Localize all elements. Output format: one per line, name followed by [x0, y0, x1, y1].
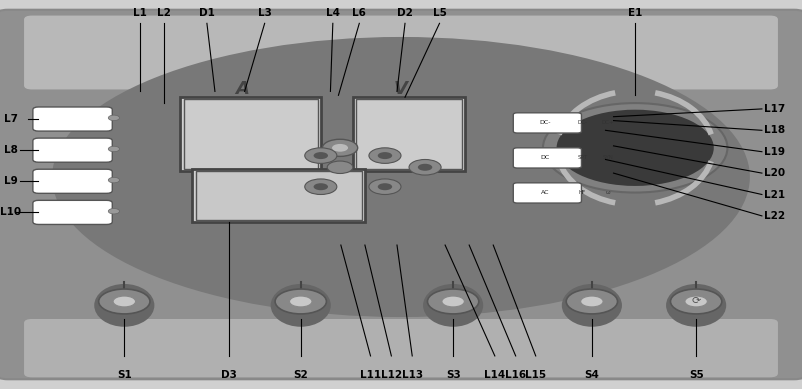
Text: ω: ω — [606, 190, 610, 195]
FancyBboxPatch shape — [33, 138, 112, 162]
Text: L6: L6 — [352, 7, 367, 18]
Text: S2: S2 — [294, 370, 308, 380]
FancyBboxPatch shape — [33, 107, 112, 131]
Text: L21: L21 — [764, 189, 784, 200]
Circle shape — [108, 209, 119, 214]
Text: L11: L11 — [360, 370, 381, 380]
Text: L18: L18 — [764, 125, 784, 135]
Text: L3: L3 — [257, 7, 272, 18]
FancyBboxPatch shape — [33, 200, 112, 224]
Text: L22: L22 — [764, 211, 784, 221]
Circle shape — [369, 148, 401, 163]
Text: D1: D1 — [199, 7, 215, 18]
Text: AC: AC — [541, 190, 549, 195]
Text: SPT: SPT — [577, 155, 587, 160]
Text: L15: L15 — [525, 370, 546, 380]
FancyBboxPatch shape — [51, 118, 91, 130]
Text: L5: L5 — [432, 7, 447, 18]
Bar — [192, 169, 365, 222]
Circle shape — [275, 289, 326, 314]
Text: L12: L12 — [381, 370, 402, 380]
Text: SYN: SYN — [602, 155, 614, 160]
Bar — [180, 97, 321, 171]
Circle shape — [314, 183, 328, 190]
Circle shape — [113, 296, 136, 307]
Circle shape — [378, 183, 392, 190]
Circle shape — [557, 110, 714, 186]
Circle shape — [327, 161, 353, 173]
Text: E1: E1 — [628, 7, 642, 18]
Text: S3: S3 — [446, 370, 460, 380]
Text: ⟳: ⟳ — [691, 296, 701, 307]
Circle shape — [290, 296, 312, 307]
Circle shape — [305, 148, 337, 163]
Circle shape — [543, 103, 727, 193]
Text: L13: L13 — [402, 370, 423, 380]
FancyBboxPatch shape — [513, 113, 581, 133]
Circle shape — [108, 177, 119, 183]
Circle shape — [314, 152, 328, 159]
Circle shape — [369, 179, 401, 194]
Circle shape — [99, 289, 150, 314]
Circle shape — [322, 139, 358, 156]
Text: L8: L8 — [4, 145, 18, 155]
Ellipse shape — [666, 284, 727, 327]
Text: L16: L16 — [505, 370, 526, 380]
Text: V: V — [394, 81, 408, 98]
Circle shape — [332, 144, 348, 152]
Text: A: A — [236, 81, 249, 98]
Circle shape — [305, 179, 337, 194]
Circle shape — [108, 115, 119, 121]
Text: S5: S5 — [689, 370, 703, 380]
Text: DC-: DC- — [540, 120, 551, 125]
Text: DC+: DC+ — [602, 120, 614, 125]
FancyBboxPatch shape — [513, 183, 581, 203]
Text: L14: L14 — [484, 370, 505, 380]
Ellipse shape — [561, 284, 622, 327]
Text: HF: HF — [578, 190, 586, 195]
Circle shape — [442, 296, 464, 307]
Text: DC: DC — [541, 155, 550, 160]
Text: S4: S4 — [585, 370, 599, 380]
Circle shape — [378, 152, 392, 159]
FancyBboxPatch shape — [24, 16, 778, 89]
Text: L4: L4 — [326, 7, 340, 18]
FancyBboxPatch shape — [24, 319, 778, 377]
Circle shape — [685, 296, 707, 307]
Text: L19: L19 — [764, 147, 784, 157]
Bar — [356, 99, 462, 169]
Text: L9: L9 — [4, 176, 18, 186]
Text: L20: L20 — [764, 168, 784, 178]
Bar — [196, 171, 362, 220]
Circle shape — [566, 289, 618, 314]
Ellipse shape — [95, 284, 154, 327]
Text: L1: L1 — [133, 7, 148, 18]
Circle shape — [427, 289, 479, 314]
Circle shape — [670, 289, 722, 314]
Bar — [184, 99, 318, 169]
Text: S1: S1 — [117, 370, 132, 380]
Circle shape — [108, 146, 119, 152]
Text: L10: L10 — [0, 207, 21, 217]
Circle shape — [418, 164, 432, 171]
Circle shape — [409, 159, 441, 175]
Text: L7: L7 — [4, 114, 18, 124]
Bar — [353, 97, 465, 171]
Circle shape — [581, 296, 603, 307]
Text: D2: D2 — [397, 7, 413, 18]
Text: L2: L2 — [157, 7, 172, 18]
Text: D3: D3 — [221, 370, 237, 380]
Text: DC-: DC- — [577, 120, 587, 125]
FancyBboxPatch shape — [513, 148, 581, 168]
Text: STOP: STOP — [65, 122, 78, 126]
Ellipse shape — [423, 284, 483, 327]
Text: L17: L17 — [764, 104, 784, 114]
FancyBboxPatch shape — [0, 10, 802, 379]
Ellipse shape — [271, 284, 330, 327]
FancyBboxPatch shape — [33, 169, 112, 193]
Ellipse shape — [52, 37, 750, 317]
